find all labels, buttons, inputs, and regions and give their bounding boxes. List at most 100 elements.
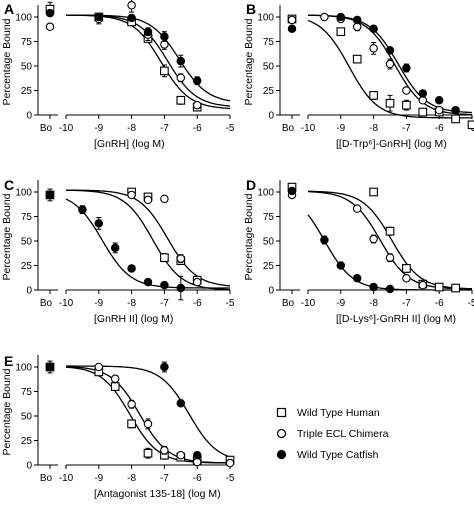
data-point-filled-circle (160, 362, 169, 372)
bo-label: Bo (282, 123, 295, 134)
data-point-filled-circle (127, 13, 136, 23)
x-axis-label: [[D-Lys⁶]-GnRH II] (log M) (336, 313, 456, 325)
data-point-filled-circle (336, 12, 346, 22)
panel-letter: E (4, 353, 13, 369)
y-axis-label: Percentage Bound (1, 18, 13, 105)
data-point-square (160, 66, 169, 76)
data-point-open-circle (320, 12, 329, 22)
data-point-filled-circle (369, 282, 378, 292)
data-point-filled-circle (45, 190, 55, 200)
data-point-open-circle (127, 190, 136, 200)
x-tick-label: -8 (127, 473, 136, 484)
data-point-filled-circle (352, 273, 362, 283)
x-tick-label: -10 (59, 123, 74, 134)
data-point-square (434, 282, 444, 292)
data-point-filled-circle (369, 24, 378, 34)
y-tick-label: 100 (15, 13, 32, 24)
data-point-filled-circle (336, 261, 346, 270)
x-tick-label: -8 (127, 298, 136, 309)
data-point-filled-circle (320, 235, 329, 245)
data-point-filled-circle (94, 12, 104, 22)
fit-curve (66, 189, 231, 291)
panel-letter: A (4, 1, 14, 17)
x-tick-label: -8 (369, 298, 378, 309)
data-point-filled-circle (192, 450, 202, 460)
data-point-filled-circle (287, 24, 297, 34)
data-point-open-circle (127, 399, 136, 409)
y-tick-label: 50 (263, 62, 275, 73)
data-point-open-circle (418, 280, 428, 290)
data-point-open-circle (176, 254, 186, 263)
data-point-open-circle (369, 234, 378, 244)
fit-curve (307, 214, 472, 291)
data-point-open-circle (352, 204, 362, 213)
legend-item: Triple ECL Chimera (275, 423, 388, 444)
data-point-open-circle (385, 59, 395, 69)
data-point-open-circle (143, 419, 153, 429)
x-tick-label: -6 (193, 123, 202, 134)
data-point-square (127, 419, 136, 429)
x-tick-label: -7 (160, 123, 169, 134)
data-point-square (418, 107, 428, 117)
y-tick-label: 0 (26, 461, 32, 472)
data-point-open-circle (418, 96, 428, 105)
data-point-square (402, 100, 411, 110)
data-point-open-circle (127, 0, 136, 10)
data-point-square (110, 382, 120, 391)
y-tick-label: 25 (21, 261, 33, 272)
data-point-square (176, 95, 186, 105)
y-tick-label: 50 (21, 62, 33, 73)
fit-curve (307, 190, 473, 290)
y-axis-label: Percentage Bound (1, 368, 13, 455)
x-tick-label: -6 (193, 473, 202, 484)
x-tick-label: -8 (369, 123, 378, 134)
y-tick-label: 0 (268, 286, 274, 297)
bo-label: Bo (40, 298, 53, 309)
y-tick-label: 75 (21, 387, 33, 398)
y-tick-label: 100 (15, 188, 32, 199)
y-axis-label: Percentage Bound (1, 193, 13, 280)
data-point-open-circle (192, 100, 202, 110)
data-point-open-circle (160, 194, 169, 204)
x-tick-label: -10 (301, 298, 316, 309)
legend-label: Wild Type Human (297, 406, 380, 419)
filled-circle-marker-icon (275, 448, 289, 462)
data-point-open-circle (176, 450, 186, 460)
x-tick-label: -9 (94, 298, 103, 309)
data-point-open-circle (402, 273, 411, 283)
data-point-filled-circle (385, 284, 395, 294)
data-point-filled-circle (143, 277, 153, 287)
data-point-filled-circle (94, 219, 104, 228)
fit-curve (65, 198, 230, 289)
data-point-open-circle (176, 73, 186, 83)
data-point-square (385, 226, 395, 236)
y-tick-label: 75 (263, 37, 275, 48)
data-point-open-circle (45, 22, 55, 32)
y-tick-label: 100 (257, 13, 274, 24)
x-tick-label: -7 (402, 123, 411, 134)
panel-letter: B (246, 1, 256, 17)
data-point-open-circle (287, 15, 297, 25)
data-point-filled-circle (110, 243, 120, 253)
bo-label: Bo (282, 298, 295, 309)
data-point-filled-circle (451, 105, 460, 115)
x-axis-label: [GnRH] (log M) (94, 138, 165, 150)
x-tick-label: -10 (59, 298, 74, 309)
x-tick-label: -6 (435, 298, 444, 309)
y-tick-label: 100 (15, 363, 32, 374)
data-point-square (352, 54, 362, 64)
data-point-square (143, 448, 153, 458)
data-point-square (451, 283, 460, 293)
data-point-open-circle (160, 446, 169, 455)
data-point-square (467, 120, 474, 130)
data-point-open-circle (369, 44, 378, 53)
data-point-square (336, 27, 346, 37)
x-tick-label: -7 (160, 298, 169, 309)
legend-item: Wild Type Human (275, 402, 388, 423)
x-tick-label: -5 (226, 123, 235, 134)
data-point-open-circle (402, 86, 411, 95)
data-point-open-circle (192, 457, 202, 467)
